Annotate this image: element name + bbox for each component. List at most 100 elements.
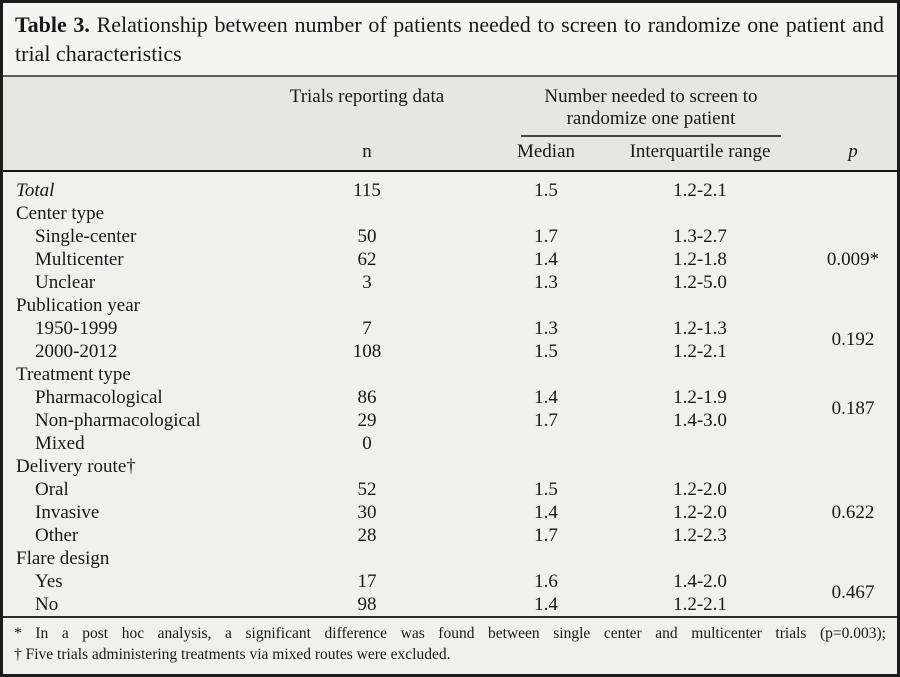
iqr-value: 1.2-1.8 <box>673 248 727 270</box>
footnote-section: * In a post hoc analysis, a significant … <box>3 616 897 674</box>
iqr-value <box>629 432 795 455</box>
n-value: 86 <box>357 386 377 408</box>
col-header-iqr: Interquartile range <box>629 137 795 173</box>
row-label: Mixed <box>35 432 85 454</box>
p-value-treatment-type: 0.187 <box>831 398 875 420</box>
median-value: 1.5 <box>534 478 558 500</box>
n-value: 115 <box>353 180 381 202</box>
footnote-asterisk: * In a post hoc analysis, a significant … <box>14 625 886 643</box>
table-row-mixed: Mixed 0 <box>3 432 897 455</box>
median-value: 1.3 <box>534 317 558 339</box>
row-label: No <box>35 593 59 615</box>
median-value: 1.4 <box>534 386 558 408</box>
table-number-label: Table 3. <box>15 12 90 37</box>
row-label: Yes <box>35 570 63 592</box>
p-value-center-type: 0.009* <box>826 248 880 270</box>
n-value: 62 <box>357 248 377 270</box>
n-value: 17 <box>357 570 377 592</box>
iqr-value: 1.2-2.0 <box>673 501 727 523</box>
table-row-group-publication-year: Publication year <box>3 294 897 317</box>
p-value-publication-year: 0.192 <box>831 329 875 351</box>
col-header-p: p <box>795 137 897 173</box>
median-value: 1.6 <box>534 570 558 592</box>
col-header-n: n <box>271 137 463 173</box>
median-value: 1.4 <box>534 593 558 615</box>
iqr-value: 1.2-2.3 <box>673 524 727 546</box>
spanner-rule <box>521 135 781 138</box>
p-value-flare-design: 0.467 <box>831 582 875 604</box>
n-value: 98 <box>357 593 377 615</box>
table-row-unclear: Unclear 3 1.3 1.2-5.0 <box>3 271 897 294</box>
table-row-yes: Yes 17 1.6 1.4-2.0 0.467 <box>3 570 897 602</box>
header-row-spanner: Trials reporting data Number needed to s… <box>3 77 897 138</box>
table-row-multicenter: Multicenter 62 1.4 1.2-1.8 <box>3 248 897 271</box>
col-header-number-needed-group: Number needed to screen to randomize one… <box>463 77 795 138</box>
group-label: Delivery route† <box>16 455 136 477</box>
table-title-text: Relationship between number of patients … <box>15 12 884 66</box>
col-header-median: Median <box>463 137 629 173</box>
iqr-value: 1.2-5.0 <box>673 271 727 293</box>
row-label: Oral <box>35 478 69 500</box>
header-spacer <box>795 77 897 138</box>
iqr-value: 1.2-2.1 <box>673 593 727 615</box>
median-value: 1.5 <box>534 180 558 202</box>
row-label: 1950-1999 <box>35 317 118 339</box>
median-value <box>463 432 629 455</box>
row-label: Single-center <box>35 225 137 247</box>
median-value: 1.5 <box>534 340 558 362</box>
table-header: Trials reporting data Number needed to s… <box>3 77 897 173</box>
iqr-value: 1.2-2.1 <box>673 180 727 202</box>
table-body: Total 115 1.5 1.2-2.1 Center type Single… <box>3 171 897 616</box>
row-label: Invasive <box>35 501 100 523</box>
group-label: Flare design <box>16 547 110 569</box>
n-value: 108 <box>352 340 382 362</box>
n-value: 52 <box>357 478 377 500</box>
median-value: 1.7 <box>534 225 558 247</box>
iqr-value: 1.2-1.9 <box>673 386 727 408</box>
iqr-value: 1.2-2.1 <box>673 340 727 362</box>
table-row-group-treatment-type: Treatment type <box>3 363 897 386</box>
row-label: Unclear <box>35 271 96 293</box>
median-value: 1.7 <box>534 409 558 431</box>
header-row-columns: n Median Interquartile range p <box>3 137 897 173</box>
row-label: Multicenter <box>35 248 124 270</box>
table-row-group-flare-design: Flare design <box>3 547 897 570</box>
n-value: 28 <box>357 524 377 546</box>
median-value: 1.4 <box>534 501 558 523</box>
median-value: 1.3 <box>534 271 558 293</box>
iqr-value: 1.4-3.0 <box>673 409 727 431</box>
median-value: 1.4 <box>534 248 558 270</box>
group-label: Center type <box>16 202 105 224</box>
header-spacer <box>3 77 271 138</box>
col-header-trials-reporting-data: Trials reporting data <box>271 77 463 138</box>
iqr-value: 1.3-2.7 <box>673 225 727 247</box>
table-row-2000-2012: 2000-2012 108 1.5 1.2-2.1 <box>3 340 897 363</box>
number-needed-spanner-label: Number needed to screen to randomize one… <box>544 86 758 130</box>
p-value-delivery-route: 0.622 <box>831 501 875 523</box>
p-value-empty <box>795 432 897 455</box>
row-label: Other <box>35 524 79 546</box>
group-label: Treatment type <box>16 363 131 385</box>
iqr-value: 1.2-2.0 <box>673 478 727 500</box>
n-value: 7 <box>362 317 372 339</box>
row-label: 2000-2012 <box>35 340 118 362</box>
iqr-value: 1.4-2.0 <box>673 570 727 592</box>
n-value: 30 <box>357 501 377 523</box>
row-label: Total <box>16 180 55 202</box>
n-value: 0 <box>362 432 372 454</box>
row-label: Non-pharmacological <box>35 409 201 431</box>
footnote-dagger: † Five trials administering treatments v… <box>14 646 451 664</box>
header-spacer <box>3 137 271 173</box>
table-row-non-pharmacological: Non-pharmacological 29 1.7 1.4-3.0 <box>3 409 897 432</box>
table-row-pharmacological: Pharmacological 86 1.4 1.2-1.9 0.187 <box>3 386 897 418</box>
table-row-no: No 98 1.4 1.2-2.1 <box>3 593 897 616</box>
table-row-group-center-type: Center type <box>3 202 897 225</box>
table-row-other: Other 28 1.7 1.2-2.3 <box>3 524 897 547</box>
table-row-1950-1999: 1950-1999 7 1.3 1.2-1.3 0.192 <box>3 317 897 349</box>
n-value: 29 <box>357 409 377 431</box>
table-row-total: Total 115 1.5 1.2-2.1 <box>3 171 897 202</box>
n-value: 50 <box>357 225 377 247</box>
median-value: 1.7 <box>534 524 558 546</box>
data-table: Trials reporting data Number needed to s… <box>3 77 897 616</box>
